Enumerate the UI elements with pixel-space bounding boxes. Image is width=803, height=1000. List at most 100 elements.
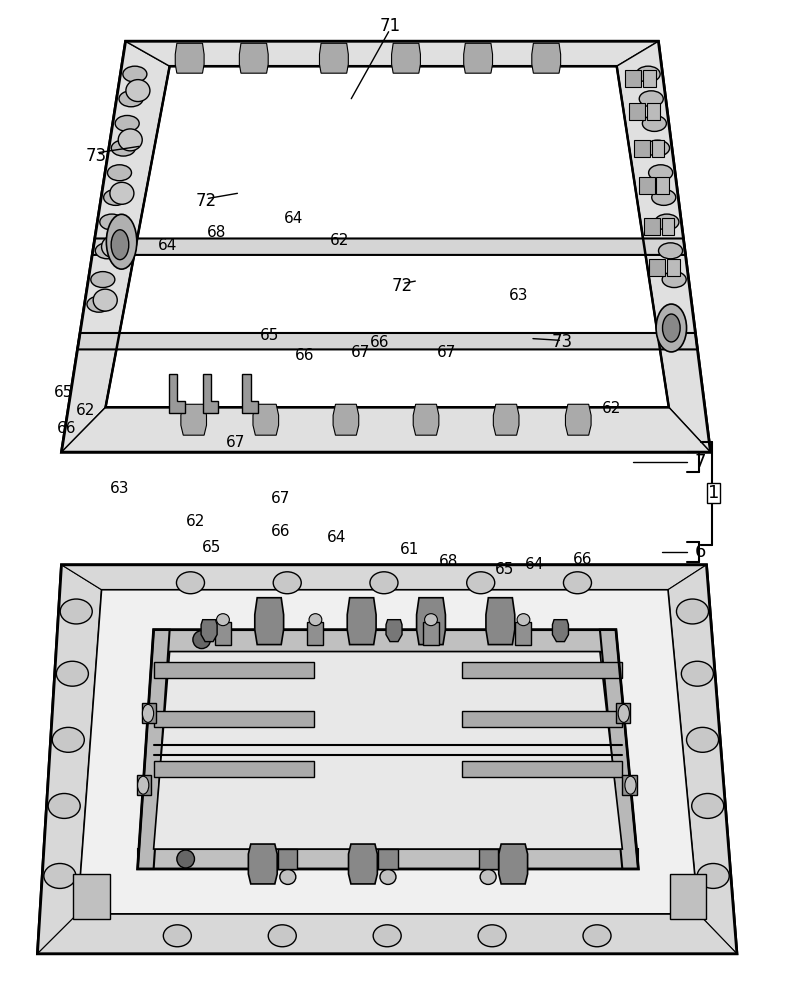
Ellipse shape xyxy=(655,304,686,352)
Ellipse shape xyxy=(662,314,679,342)
Ellipse shape xyxy=(87,296,111,312)
Polygon shape xyxy=(153,711,313,727)
Polygon shape xyxy=(478,849,497,869)
Ellipse shape xyxy=(654,214,678,230)
Text: 62: 62 xyxy=(601,401,621,416)
Polygon shape xyxy=(599,630,638,869)
Polygon shape xyxy=(61,41,710,452)
Polygon shape xyxy=(175,43,204,73)
Ellipse shape xyxy=(563,572,591,594)
Ellipse shape xyxy=(163,925,191,947)
Text: 62: 62 xyxy=(329,233,349,248)
Ellipse shape xyxy=(675,599,707,624)
Polygon shape xyxy=(625,70,640,87)
Text: 71: 71 xyxy=(379,17,400,35)
Polygon shape xyxy=(515,622,531,645)
Ellipse shape xyxy=(680,661,712,686)
Ellipse shape xyxy=(111,230,128,260)
Polygon shape xyxy=(137,775,151,795)
Ellipse shape xyxy=(624,776,635,794)
Polygon shape xyxy=(61,407,710,452)
Text: 62: 62 xyxy=(75,403,95,418)
Ellipse shape xyxy=(123,66,147,82)
Text: 65: 65 xyxy=(202,540,221,555)
Polygon shape xyxy=(416,598,445,645)
Ellipse shape xyxy=(279,869,296,884)
Polygon shape xyxy=(463,43,492,73)
Ellipse shape xyxy=(137,776,149,794)
Ellipse shape xyxy=(118,129,142,151)
Polygon shape xyxy=(413,404,438,435)
Polygon shape xyxy=(493,404,518,435)
Ellipse shape xyxy=(691,793,723,818)
Polygon shape xyxy=(248,844,277,884)
Text: 67: 67 xyxy=(350,345,369,360)
Polygon shape xyxy=(153,652,622,849)
Polygon shape xyxy=(648,259,664,276)
Polygon shape xyxy=(332,404,358,435)
Ellipse shape xyxy=(424,614,437,626)
Ellipse shape xyxy=(91,272,115,288)
Polygon shape xyxy=(125,41,658,66)
Polygon shape xyxy=(655,177,668,194)
Polygon shape xyxy=(638,177,654,194)
Polygon shape xyxy=(202,374,218,413)
Ellipse shape xyxy=(478,925,506,947)
Polygon shape xyxy=(485,598,514,645)
Ellipse shape xyxy=(177,850,194,868)
Ellipse shape xyxy=(369,572,397,594)
Ellipse shape xyxy=(466,572,494,594)
Polygon shape xyxy=(201,620,217,642)
Polygon shape xyxy=(666,259,679,276)
Polygon shape xyxy=(670,874,706,919)
Ellipse shape xyxy=(216,614,229,626)
Ellipse shape xyxy=(516,614,529,626)
Polygon shape xyxy=(661,218,674,235)
Text: 66: 66 xyxy=(57,421,77,436)
Polygon shape xyxy=(278,849,297,869)
Ellipse shape xyxy=(52,727,84,752)
Ellipse shape xyxy=(479,869,495,884)
Polygon shape xyxy=(239,43,268,73)
Polygon shape xyxy=(629,103,645,120)
Polygon shape xyxy=(378,849,397,869)
Polygon shape xyxy=(153,662,313,678)
Polygon shape xyxy=(307,622,323,645)
Ellipse shape xyxy=(648,165,672,181)
Text: 67: 67 xyxy=(270,491,290,506)
Polygon shape xyxy=(531,43,560,73)
Ellipse shape xyxy=(176,572,204,594)
Polygon shape xyxy=(622,775,636,795)
Ellipse shape xyxy=(142,704,153,722)
Ellipse shape xyxy=(119,91,143,107)
Text: 68: 68 xyxy=(438,554,458,569)
Text: 65: 65 xyxy=(495,562,514,577)
Ellipse shape xyxy=(273,572,301,594)
Ellipse shape xyxy=(686,727,718,752)
Polygon shape xyxy=(153,761,313,777)
Polygon shape xyxy=(642,70,654,87)
Polygon shape xyxy=(38,914,736,954)
Polygon shape xyxy=(498,844,527,884)
Polygon shape xyxy=(169,374,185,413)
Polygon shape xyxy=(77,590,698,914)
Ellipse shape xyxy=(268,925,296,947)
Polygon shape xyxy=(634,140,649,157)
Polygon shape xyxy=(137,849,638,869)
Ellipse shape xyxy=(380,869,396,884)
Text: 72: 72 xyxy=(391,277,412,295)
Text: 73: 73 xyxy=(551,333,572,351)
Ellipse shape xyxy=(44,863,75,888)
Text: 64: 64 xyxy=(283,211,304,226)
Ellipse shape xyxy=(126,80,149,102)
Polygon shape xyxy=(552,620,568,642)
Polygon shape xyxy=(391,43,420,73)
Text: 7: 7 xyxy=(694,453,705,471)
Polygon shape xyxy=(77,333,696,349)
Polygon shape xyxy=(61,41,169,452)
Text: 64: 64 xyxy=(158,238,177,253)
Polygon shape xyxy=(348,844,377,884)
Text: 68: 68 xyxy=(206,225,226,240)
Ellipse shape xyxy=(638,91,662,107)
Ellipse shape xyxy=(308,614,321,626)
